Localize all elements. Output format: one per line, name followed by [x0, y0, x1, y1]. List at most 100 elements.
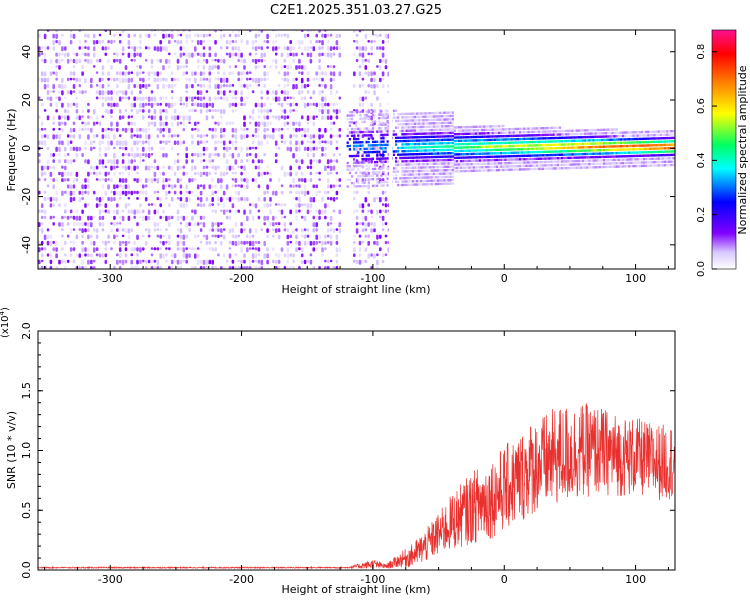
spectrogram-signal-cell	[516, 168, 520, 171]
spectrogram-noise-cell	[165, 153, 168, 158]
spectrogram-signal-cell	[666, 133, 669, 136]
spectrogram-signal-cell	[430, 115, 433, 118]
spectrogram-noise-cell	[217, 234, 220, 239]
spectrogram-noise-cell	[373, 33, 376, 37]
spectrogram-noise-cell	[199, 266, 203, 269]
spectrogram-noise-cell	[153, 190, 157, 194]
spectrogram-signal-cell	[458, 170, 461, 173]
spectrogram-signal-cell	[418, 136, 421, 139]
spectrogram-signal-cell	[670, 143, 673, 146]
spectrogram-signal-cell	[432, 132, 435, 135]
spectrogram-noise-cell	[66, 77, 70, 82]
spectrogram-signal-cell	[664, 137, 667, 140]
spectrogram-noise-cell	[332, 65, 336, 69]
spectrogram-signal-cell	[426, 132, 429, 135]
spectrogram-signal-cell	[619, 151, 622, 155]
spectrogram-noise-cell	[280, 209, 284, 215]
spectrogram-signal-cell	[552, 157, 555, 160]
spectrogram-signal-cell	[653, 144, 656, 147]
spectrogram-noise-cell	[289, 253, 292, 257]
spectrogram-noise-cell	[121, 171, 125, 175]
spectrogram-signal-cell	[630, 131, 633, 134]
spectrogram-noise-cell	[240, 52, 243, 58]
spectrogram-signal-cell	[460, 146, 463, 149]
spectrogram-noise-cell	[101, 222, 105, 227]
spectrogram-noise-cell	[121, 215, 125, 222]
spectrogram-noise-cell	[364, 247, 368, 252]
spectrogram-signal-cell	[468, 152, 471, 156]
spectrogram-noise-cell	[90, 58, 93, 64]
spectrogram-noise-cell	[142, 84, 145, 88]
spectrogram-signal-cell	[378, 127, 381, 130]
spectrogram-signal-cell	[474, 156, 477, 159]
spectrogram-signal-cell	[443, 111, 446, 114]
spectrogram-signal-cell	[487, 125, 490, 128]
spectrogram-noise-cell	[358, 84, 362, 88]
spectrogram-signal-cell	[638, 134, 641, 137]
spectrogram-signal-cell	[380, 116, 383, 120]
spectrogram-noise-cell	[133, 96, 136, 101]
spectrogram-signal-cell	[416, 149, 419, 152]
spectrogram-signal-cell	[655, 164, 658, 167]
spectrogram-signal-cell	[657, 137, 660, 140]
spectrogram-noise-cell	[87, 121, 90, 126]
spectrogram-signal-cell	[640, 164, 644, 168]
spectrogram-noise-cell	[43, 140, 47, 146]
spectrogram-noise-cell	[237, 259, 240, 263]
spectrogram-signal-cell	[668, 160, 671, 163]
spectrogram-signal-cell	[380, 147, 383, 150]
spectrogram-noise-cell	[217, 153, 220, 157]
spectrogram-noise-cell	[222, 234, 226, 240]
spectrogram-signal-cell	[420, 146, 423, 149]
spectrogram-noise-cell	[370, 215, 373, 219]
spectrogram-noise-cell	[222, 140, 226, 146]
spectrogram-signal-cell	[416, 169, 419, 173]
spectrogram-signal-cell	[508, 134, 511, 138]
spectrogram-noise-cell	[335, 40, 339, 46]
spectrogram-noise-cell	[139, 65, 142, 69]
spectrogram-noise-cell	[286, 259, 290, 264]
spectrogram-signal-cell	[556, 136, 559, 140]
spectrogram-signal-cell	[651, 147, 654, 150]
spectrogram-noise-cell	[214, 240, 217, 245]
spectrogram-noise-cell	[315, 240, 318, 245]
spectrogram-noise-cell	[124, 184, 128, 189]
spectrogram-signal-cell	[386, 157, 389, 160]
spectrogram-noise-cell	[373, 222, 376, 228]
spectrogram-signal-cell	[447, 168, 450, 172]
spectrogram-signal-cell	[527, 147, 530, 151]
spectrogram-noise-cell	[124, 127, 128, 133]
spectrogram-noise-cell	[191, 109, 194, 112]
spectrogram-signal-cell	[428, 145, 431, 149]
spectrogram-signal-cell	[470, 152, 473, 156]
spectrogram-noise-cell	[191, 102, 194, 107]
spectrogram-noise-cell	[208, 127, 212, 131]
spectrogram-noise-cell	[179, 33, 183, 37]
spectrogram-signal-cell	[382, 157, 385, 160]
spectrogram-signal-cell	[481, 149, 484, 152]
spectrogram-noise-cell	[251, 134, 255, 138]
spectrogram-noise-cell	[113, 171, 116, 176]
spectrogram-signal-cell	[508, 128, 511, 131]
spectrogram-noise-cell	[110, 65, 113, 70]
spectrogram-noise-cell	[274, 153, 278, 158]
spectrogram-signal-cell	[489, 155, 492, 158]
spectrogram-signal-cell	[401, 177, 404, 180]
spectrogram-signal-cell	[476, 142, 480, 145]
spectrogram-signal-cell	[355, 127, 358, 131]
spectrogram-signal-cell	[516, 154, 520, 158]
spectrogram-signal-cell	[437, 128, 440, 132]
spectrogram-y-label: Frequency (Hz)	[5, 109, 18, 192]
spectrogram-signal-cell	[437, 152, 440, 155]
spectrogram-noise-cell	[338, 109, 342, 114]
spectrogram-signal-cell	[577, 139, 580, 142]
spectrogram-signal-cell	[350, 121, 354, 124]
spectrogram-noise-cell	[40, 209, 44, 213]
spectrogram-signal-cell	[506, 151, 509, 155]
spectrogram-noise-cell	[101, 65, 105, 71]
spectrogram-noise-cell	[353, 84, 356, 88]
spectrogram-signal-cell	[426, 122, 429, 125]
spectrogram-noise-cell	[298, 46, 301, 50]
spectrogram-signal-cell	[571, 160, 574, 163]
spectrogram-noise-cell	[147, 102, 151, 106]
